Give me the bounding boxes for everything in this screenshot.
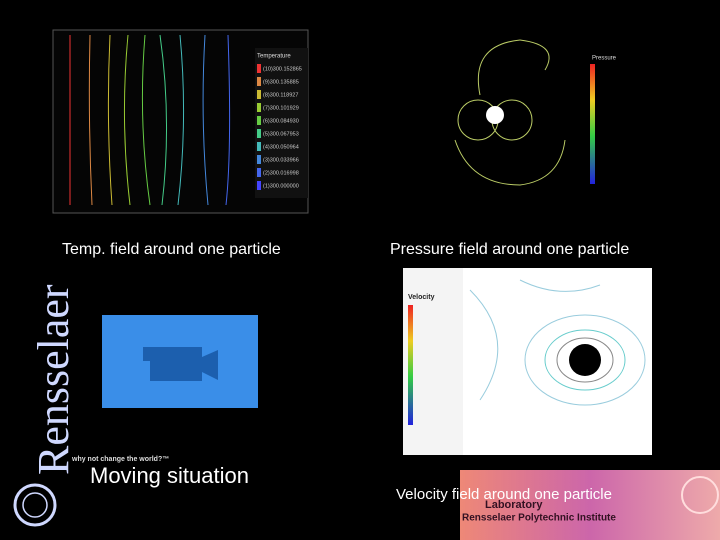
legend-swatch bbox=[257, 77, 261, 86]
tagline: why not change the world?™ bbox=[71, 456, 169, 463]
legend-entry: (4)300.050964 bbox=[263, 144, 299, 150]
velocity-image: Velocity bbox=[403, 268, 652, 455]
legend-entry: (7)300.101929 bbox=[263, 105, 299, 111]
legend-title: Velocity bbox=[408, 294, 435, 301]
banner-line: Laboratory bbox=[485, 499, 543, 511]
legend-entry: (9)300.135885 bbox=[263, 79, 299, 85]
legend-entry: (3)300.033966 bbox=[263, 157, 299, 163]
legend-swatch bbox=[257, 142, 261, 151]
caption: Temp. field around one particle bbox=[62, 241, 281, 258]
legend-swatch bbox=[257, 103, 261, 112]
legend-entry: (2)300.016998 bbox=[263, 170, 299, 176]
legend-entry: (8)300.118927 bbox=[263, 92, 298, 98]
caption: Velocity field around one particle bbox=[396, 486, 612, 503]
temperature-image: Temperature (10)300.152865 (9)300.135885 (… bbox=[52, 29, 309, 214]
legend-swatch bbox=[257, 116, 261, 125]
legend-swatch bbox=[257, 155, 261, 164]
legend-entry: (10)300.152865 bbox=[263, 66, 302, 72]
legend-entry: (1)300.000000 bbox=[263, 183, 299, 189]
legend-swatch bbox=[257, 64, 261, 73]
legend-entry: (6)300.084930 bbox=[263, 118, 299, 124]
legend-swatch bbox=[257, 129, 261, 138]
legend-swatch bbox=[257, 168, 261, 177]
legend-title: Pressure bbox=[592, 56, 617, 62]
banner: Laboratory Rensselaer Polytechnic Instit… bbox=[460, 470, 720, 540]
video-placeholder bbox=[102, 315, 258, 408]
caption: Pressure field around one particle bbox=[390, 241, 630, 258]
pressure-image: Pressure bbox=[395, 30, 660, 213]
legend-title: Temperature bbox=[257, 54, 291, 60]
legend-swatch bbox=[257, 181, 261, 190]
legend-entry: (5)300.067953 bbox=[263, 131, 299, 137]
legend-swatch bbox=[257, 90, 261, 99]
logo: Rensselaer why not change the world?™ bbox=[13, 284, 169, 527]
logo-text: Rensselaer bbox=[29, 284, 78, 475]
banner-line: Rensselaer Polytechnic Institute bbox=[462, 513, 616, 524]
caption: Moving situation bbox=[90, 463, 249, 488]
